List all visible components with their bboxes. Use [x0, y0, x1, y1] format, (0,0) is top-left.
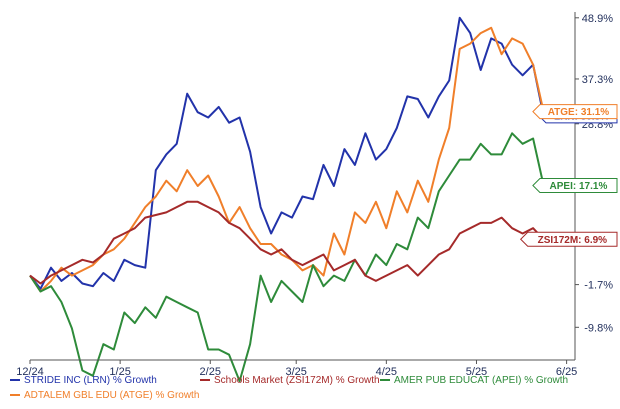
tag-label-2: APEI: 17.1% [550, 181, 608, 192]
x-tick-label-2: 2/25 [200, 366, 221, 378]
tag-label-1: ATGE: 31.1% [548, 107, 610, 118]
y-tick-label-1: 37.3% [582, 74, 613, 86]
tag-box-1 [532, 104, 618, 120]
series-line-0 [29, 16, 545, 290]
y-tick-label-5: -9.8% [584, 322, 613, 334]
tag-box-3 [519, 231, 618, 247]
tag-box-2 [532, 177, 618, 193]
legend-label-3: ADTALEM GBL EDU (ATGE) % Growth [24, 390, 199, 401]
axes: 12/24 1/25 2/25 3/25 4/25 5/25 6/2548.9%37.3%2… [16, 12, 613, 378]
x-tick-label-0: 12/24 [16, 366, 44, 378]
series-line-3 [29, 200, 545, 285]
legend-label-1: Schools Market (ZSI172M) % Growth [214, 375, 380, 386]
series-line-2 [29, 132, 545, 383]
tag-label-3: ZSI172M: 6.9% [538, 235, 608, 246]
legend-label-2: AMER PUB EDUCAT (APEI) % Growth [394, 375, 568, 386]
series-line-1 [29, 26, 545, 293]
y-tick-label-4: -1.7% [584, 280, 613, 292]
x-tick-label-3: 3/25 [286, 366, 307, 378]
series-lines [29, 16, 545, 383]
x-tick-label-1: 1/25 [109, 366, 130, 378]
x-tick-label-6: 6/25 [556, 366, 577, 378]
end-value-tags: LRN: 30.3%ATGE: 31.1%APEI: 17.1%ZSI172M:… [519, 104, 618, 247]
legend-label-0: STRIDE INC (LRN) % Growth [24, 375, 157, 386]
y-tick-label-0: 48.9% [582, 13, 613, 25]
legend: STRIDE INC (LRN) % Growth Schools Market … [10, 375, 568, 401]
x-tick-label-4: 4/25 [376, 366, 397, 378]
x-tick-label-5: 5/25 [466, 366, 487, 378]
